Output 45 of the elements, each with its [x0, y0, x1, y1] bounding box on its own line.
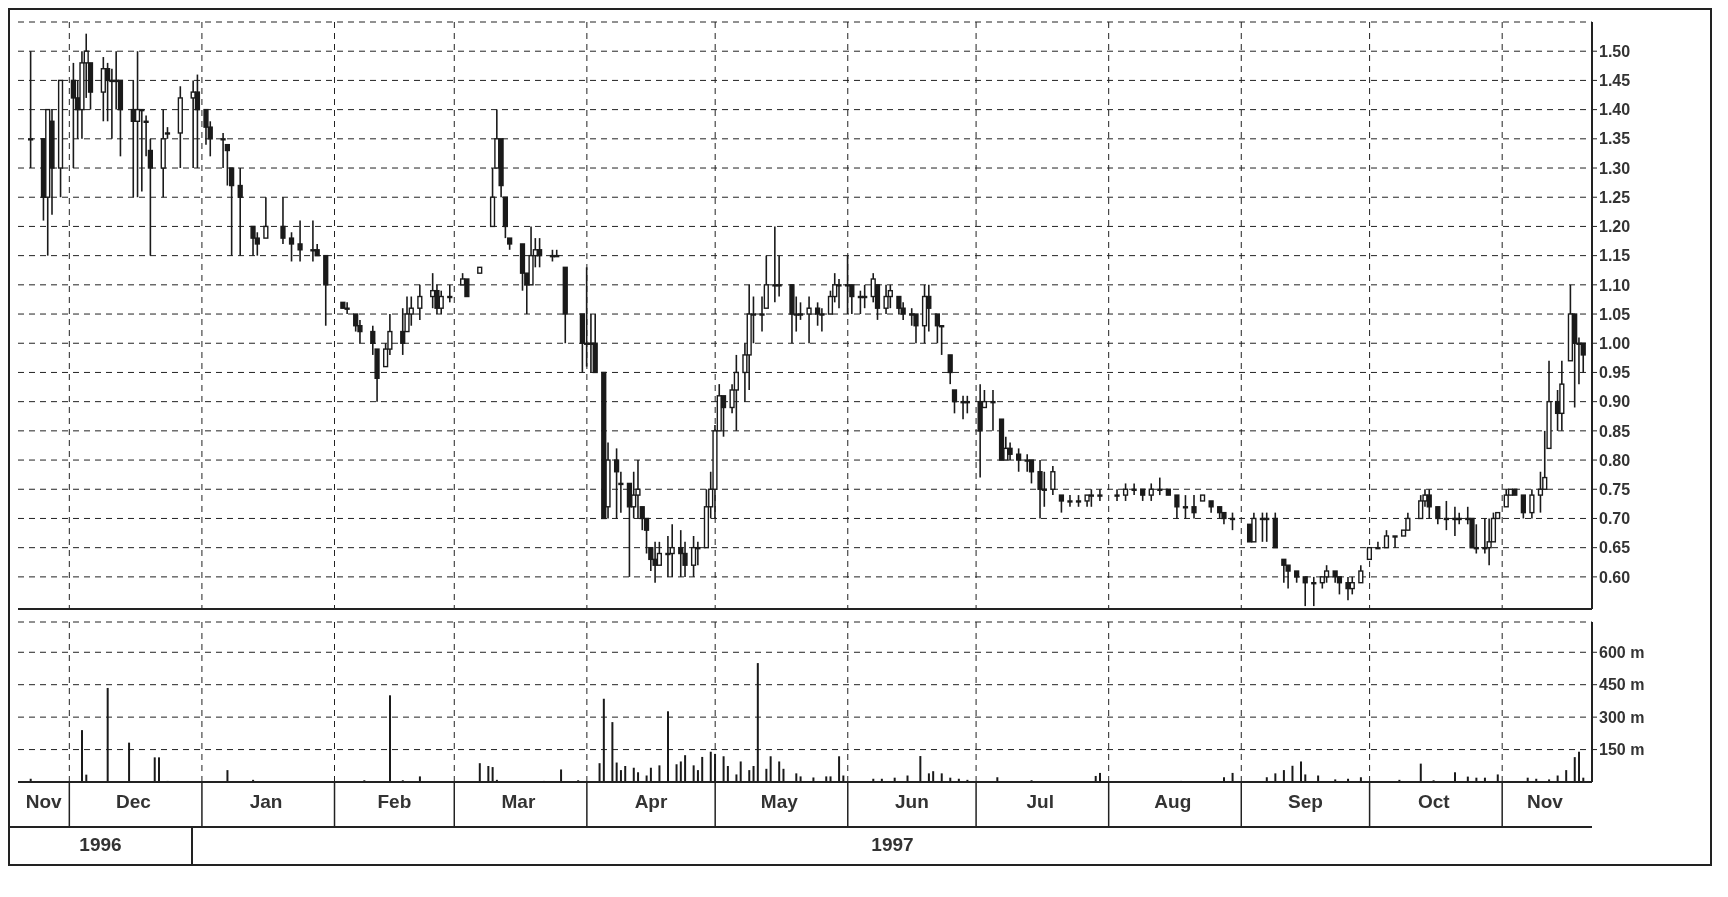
y-tick-label: 1.35	[1599, 130, 1631, 148]
text: 1997	[871, 834, 914, 855]
y-tick-label: 0.85	[1599, 422, 1631, 440]
y-tick-label: 1.15	[1599, 247, 1631, 265]
x-tick-label: May	[760, 791, 799, 812]
x-tick-label: Dec	[116, 791, 152, 812]
y-tick-label: 1.50	[1599, 42, 1631, 60]
y-tick-label: 1.20	[1599, 218, 1631, 236]
y-tick-label: 1.40	[1599, 101, 1631, 119]
x-tick-label: Oct	[1417, 791, 1451, 812]
candlestick	[1264, 511, 1270, 543]
x-tick-label: Nov	[1527, 791, 1564, 812]
x-tick-label: Sep	[1288, 791, 1323, 812]
y-tick-label: 600 m	[1599, 643, 1645, 661]
y-tick-label: 1.45	[1599, 72, 1631, 90]
y-tick-label: 0.65	[1599, 539, 1631, 557]
candlestick	[909, 307, 915, 327]
y-tick-label: 450 m	[1599, 676, 1645, 694]
y-tick-label: 300 m	[1599, 708, 1645, 726]
candlestick	[536, 237, 543, 269]
x-tick-label: Aug	[1154, 791, 1192, 812]
y-tick-label: 0.95	[1599, 364, 1631, 382]
candlestick	[1191, 494, 1197, 520]
y-tick-label: 1.05	[1599, 305, 1631, 323]
x-tick-label: Jul	[1026, 791, 1054, 812]
x-tick-label: Jun	[895, 791, 929, 812]
y-tick-label: 1.30	[1599, 159, 1631, 177]
text: 1996	[79, 834, 122, 855]
y-tick-label: 1.00	[1599, 334, 1631, 352]
x-tick-label: Apr	[634, 791, 668, 812]
y-tick-label: 1.25	[1599, 188, 1631, 206]
x-tick-label: Nov	[25, 791, 63, 812]
y-tick-label: 0.90	[1599, 393, 1631, 411]
y-tick-label: 0.80	[1599, 451, 1631, 469]
y-tick-label: 150 m	[1599, 741, 1645, 759]
y-tick-label: 0.70	[1599, 510, 1631, 528]
x-tick-label: Mar	[501, 791, 536, 812]
candlestick	[1067, 494, 1073, 508]
x-tick-label: Feb	[377, 791, 412, 812]
candlestick	[1520, 494, 1526, 520]
y-tick-label: 0.75	[1599, 480, 1631, 498]
candlestick	[862, 284, 868, 309]
x-tick-label: Jan	[249, 791, 283, 812]
y-tick-label: 0.60	[1599, 568, 1631, 586]
y-tick-label: 1.10	[1599, 276, 1631, 294]
